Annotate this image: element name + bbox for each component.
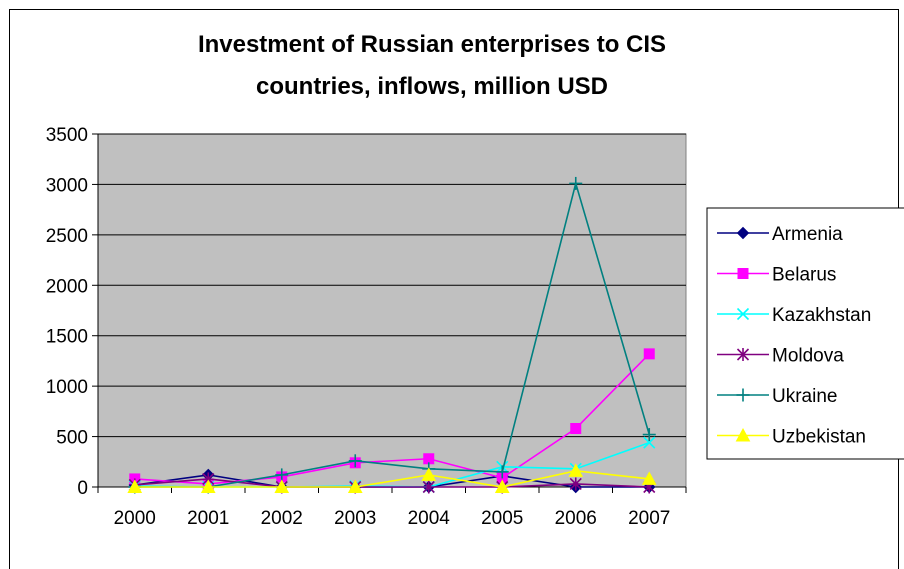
data-point-ukraine (348, 454, 362, 468)
y-tick-label: 500 (56, 428, 88, 449)
legend-label-uzbekistan: Uzbekistan (772, 427, 866, 448)
data-point-ukraine (275, 468, 289, 482)
data-point-belarus (570, 423, 582, 435)
legend-box (706, 207, 904, 460)
x-tick-label: 2004 (408, 508, 451, 529)
series-lines (127, 176, 657, 494)
data-point-moldova (569, 477, 582, 491)
legend-marker (737, 268, 749, 279)
legend-label-belarus: Belarus (772, 265, 836, 286)
data-point-ukraine (495, 465, 509, 479)
data-point-kazakhstan (643, 436, 656, 449)
data-point-uzbekistan (347, 479, 363, 493)
legend-marker (736, 307, 750, 321)
gridlines (98, 133, 686, 438)
y-tick-label: 2000 (46, 276, 88, 297)
chart-title-line-2: countries, inflows, million USD (256, 73, 608, 100)
x-tick-label: 2006 (555, 508, 597, 529)
legend-label-ukraine: Ukraine (772, 386, 837, 407)
data-point-uzbekistan (421, 467, 437, 481)
y-tick-label: 2500 (46, 226, 88, 247)
data-point-ukraine (569, 176, 583, 190)
data-point-uzbekistan (494, 479, 510, 493)
legend-label-kazakhstan: Kazakhstan (772, 305, 871, 326)
data-point-uzbekistan (274, 479, 290, 493)
legend-label-armenia: Armenia (772, 224, 843, 245)
legend-label-moldova: Moldova (772, 346, 844, 367)
x-tick-label: 2005 (481, 508, 523, 529)
x-tick-label: 2001 (187, 508, 229, 529)
data-point-belarus (423, 453, 435, 465)
plot-area (97, 133, 687, 488)
y-tick-label: 3000 (46, 175, 88, 196)
legend-marker (736, 388, 750, 402)
x-tick-label: 2002 (261, 508, 303, 529)
data-point-ukraine (642, 428, 656, 442)
y-tick-label: 1000 (46, 377, 88, 398)
legend: Armenia Belarus Kazakhstan Moldova Ukraine Uz… (706, 207, 904, 460)
series-line-belarus (134, 353, 650, 485)
data-point-uzbekistan (568, 463, 584, 477)
y-tick-label: 1500 (46, 327, 88, 348)
data-point-moldova (422, 480, 435, 494)
data-point-uzbekistan (641, 471, 657, 485)
y-tick-label: 0 (77, 478, 88, 499)
data-point-uzbekistan (127, 479, 143, 493)
legend-marker (735, 427, 751, 442)
x-tick-label: 2003 (334, 508, 376, 529)
chart-title-line-1: Investment of Russian enterprises to CIS (198, 31, 666, 58)
data-point-uzbekistan (200, 479, 216, 493)
series-line-ukraine (134, 180, 651, 488)
x-tick-label: 2000 (114, 508, 156, 529)
axes: 0 500 1000 1500 2000 2500 3000 3500 2000 2001 2002… (46, 125, 687, 529)
legend-marker (736, 226, 750, 240)
legend-marker (736, 348, 750, 361)
y-tick-label: 3500 (46, 125, 88, 146)
series-line-moldova (134, 478, 650, 488)
series-line-uzbekistan (134, 470, 650, 488)
x-tick-label: 2007 (628, 508, 670, 529)
data-point-belarus (643, 348, 655, 360)
